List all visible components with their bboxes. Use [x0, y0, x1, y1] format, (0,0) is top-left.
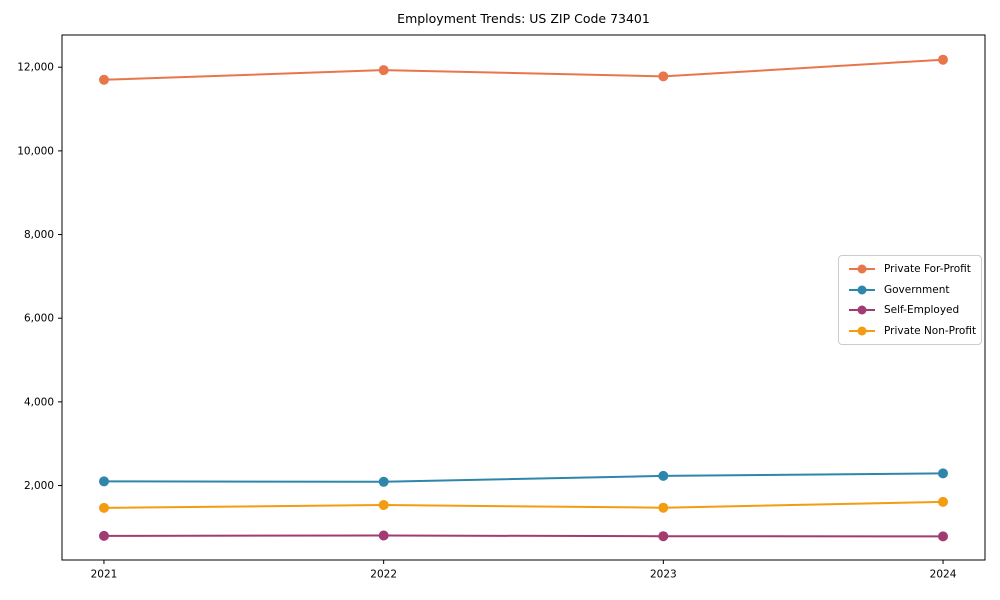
series-marker-private-for-profit — [378, 65, 389, 76]
series-marker-private-non-profit — [99, 502, 109, 513]
y-tick-label: 6,000 — [24, 313, 54, 325]
y-tick-label: 8,000 — [24, 229, 54, 241]
chart-title: Employment Trends: US ZIP Code 73401 — [397, 11, 650, 26]
series-line-self-employed — [103, 534, 944, 538]
series-marker-self-employed — [658, 531, 669, 542]
legend-line-marker-icon — [849, 305, 875, 315]
legend: Private For-Profit Government Self-Employe… — [838, 255, 982, 345]
legend-item-private-non-profit: Private Non-Profit — [848, 322, 977, 340]
series-line-government — [103, 472, 944, 483]
series-marker-government — [658, 470, 669, 481]
legend-line-marker-icon — [849, 326, 875, 336]
legend-label: Private For-Profit — [884, 263, 971, 276]
x-tick-label: 2024 — [930, 569, 957, 581]
series-marker-private-for-profit — [658, 71, 669, 82]
legend-label: Self-Employed — [884, 304, 960, 317]
series-marker-private-non-profit — [378, 500, 389, 510]
legend-item-private-for-profit: Private For-Profit — [848, 260, 975, 278]
legend-item-government: Government — [848, 281, 975, 299]
legend-line-marker-icon — [849, 285, 875, 295]
series-marker-private-for-profit — [99, 74, 109, 85]
legend-item-self-employed: Self-Employed — [848, 301, 975, 319]
x-tick-label: 2021 — [91, 569, 118, 581]
x-tick-label: 2023 — [650, 569, 677, 581]
series-marker-self-employed — [378, 530, 389, 541]
series-line-private-non-profit — [103, 500, 944, 509]
series-marker-private-non-profit — [658, 502, 669, 513]
y-tick-label: 12,000 — [17, 62, 54, 74]
series-marker-self-employed — [938, 531, 948, 542]
series-marker-private-non-profit — [938, 496, 948, 507]
series-marker-government — [99, 476, 109, 487]
legend-label: Private Non-Profit — [884, 324, 977, 337]
y-tick-label: 10,000 — [17, 145, 54, 157]
legend-line-marker-icon — [849, 264, 875, 274]
series-marker-self-employed — [99, 530, 109, 541]
y-tick-label: 2,000 — [24, 480, 54, 492]
plot-border — [61, 34, 986, 561]
y-tick-label: 4,000 — [24, 396, 54, 408]
series-marker-government — [938, 468, 948, 479]
series-line-private-for-profit — [103, 58, 944, 81]
series-marker-private-for-profit — [938, 54, 948, 65]
x-tick-label: 2022 — [370, 569, 397, 581]
legend-label: Government — [884, 283, 950, 296]
series-marker-government — [378, 476, 389, 487]
